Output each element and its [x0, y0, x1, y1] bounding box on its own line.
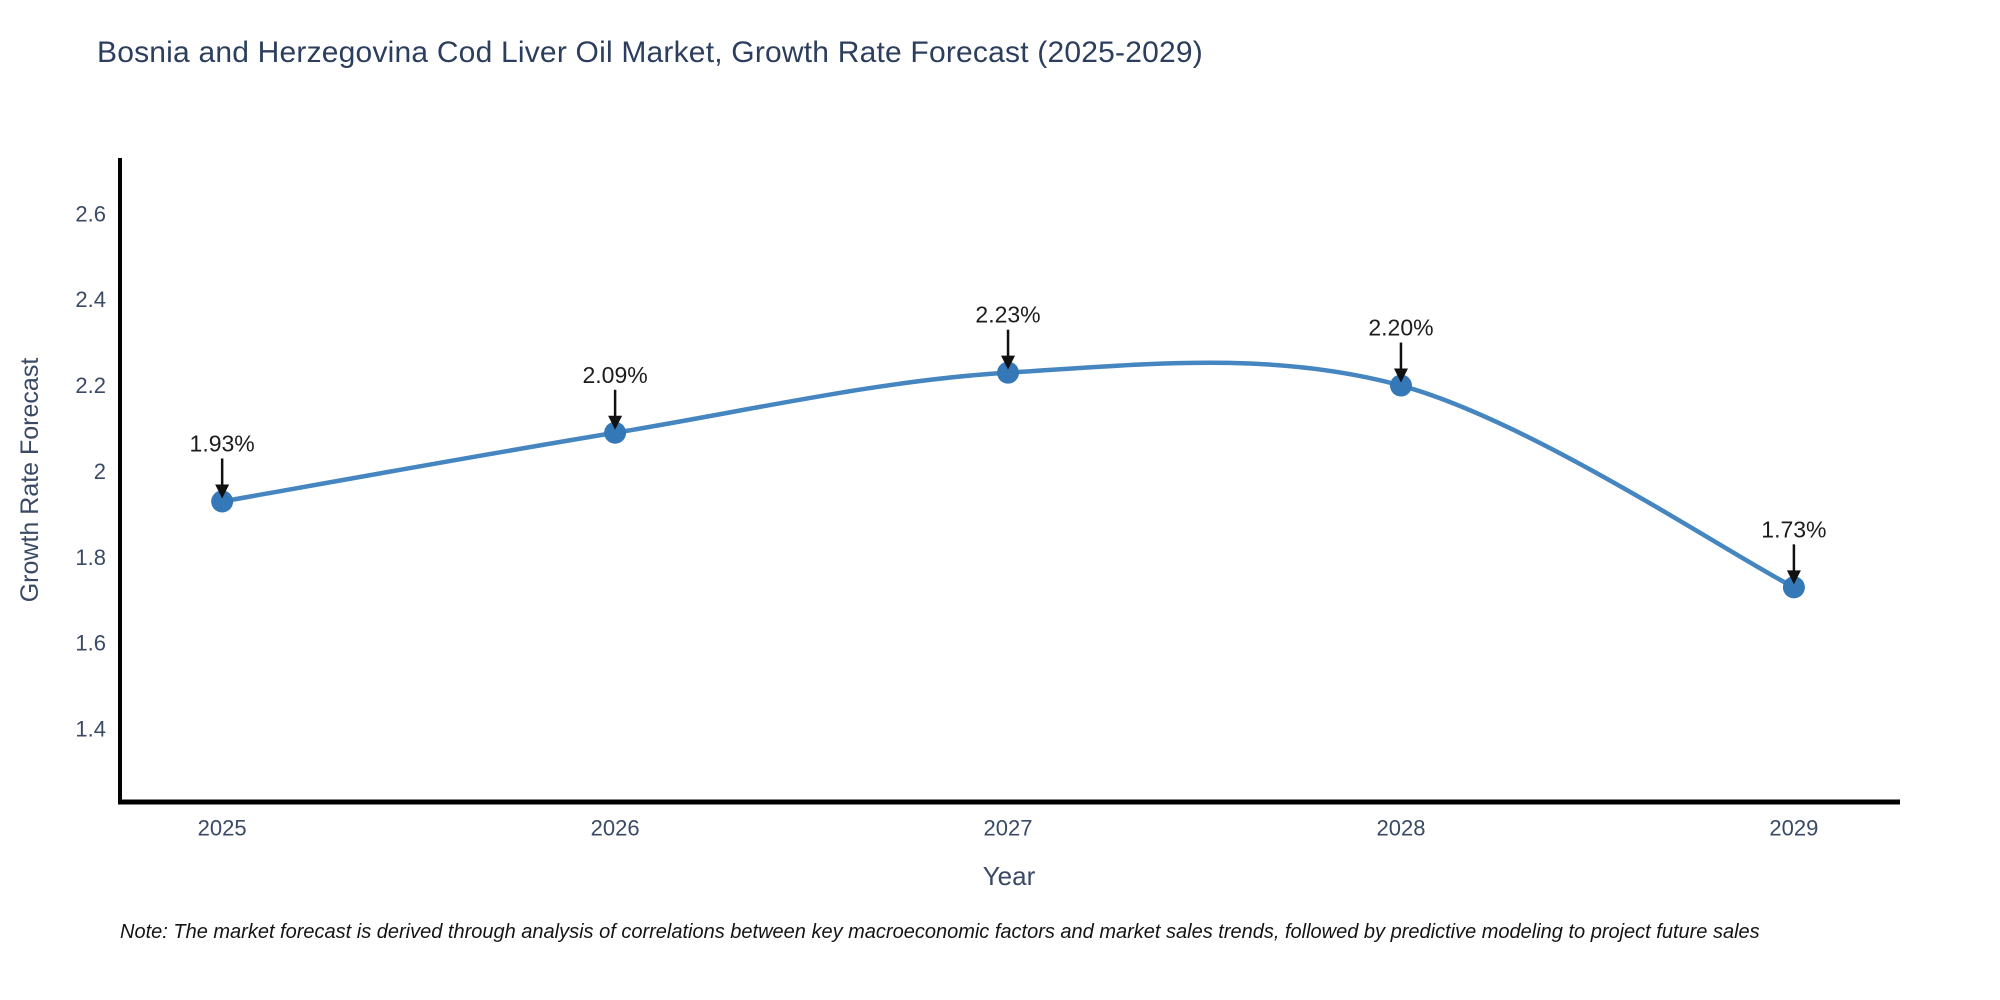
annotation-arrow-head — [1393, 368, 1408, 383]
y-tick-label: 2.2 — [75, 373, 106, 398]
chart-title: Bosnia and Herzegovina Cod Liver Oil Mar… — [97, 36, 1203, 69]
y-tick-label: 2 — [94, 459, 106, 484]
x-tick-label: 2028 — [1376, 816, 1425, 841]
y-tick-label: 2.4 — [75, 287, 106, 312]
data-point-label: 2.20% — [1368, 315, 1433, 341]
x-tick-label: 2027 — [984, 816, 1033, 841]
series-growth-rate — [211, 360, 1805, 599]
y-tick-label: 1.4 — [75, 717, 106, 742]
annotation-arrow-head — [1001, 355, 1016, 370]
data-point-label: 2.23% — [975, 302, 1040, 328]
x-tick-label: 2025 — [198, 816, 247, 841]
x-axis-title: Year — [983, 861, 1036, 891]
y-axis-title: Growth Rate Forecast — [16, 358, 44, 603]
trend-line — [219, 360, 1797, 590]
data-point-marker[interactable] — [1389, 374, 1412, 397]
data-point-marker[interactable] — [997, 361, 1020, 384]
y-tick-label: 2.6 — [75, 201, 106, 226]
data-point-label: 1.93% — [190, 430, 255, 456]
data-point-marker[interactable] — [211, 490, 234, 513]
data-point-label: 1.73% — [1761, 516, 1826, 542]
data-point-marker[interactable] — [604, 421, 627, 444]
data-point-marker[interactable] — [1782, 576, 1805, 599]
axes — [118, 158, 1900, 805]
annotation-arrow-head — [1786, 570, 1801, 585]
x-tick-label: 2026 — [591, 816, 640, 841]
data-point-label: 2.09% — [582, 362, 647, 388]
tick-labels: 1.4 1.6 1.8 2 2.2 2.4 2.6 2025 2026 2027 2028 2029 — [75, 201, 1818, 840]
annotation-arrow-head — [608, 415, 623, 430]
y-tick-label: 1.8 — [75, 545, 106, 570]
x-tick-label: 2029 — [1769, 816, 1818, 841]
annotation-arrow-head — [215, 484, 230, 499]
y-tick-label: 1.6 — [75, 631, 106, 656]
footnote: Note: The market forecast is derived thr… — [120, 921, 1760, 943]
point-annotations: 1.93% 2.09% 2.23% 2.20% 1.73% — [190, 302, 1827, 585]
